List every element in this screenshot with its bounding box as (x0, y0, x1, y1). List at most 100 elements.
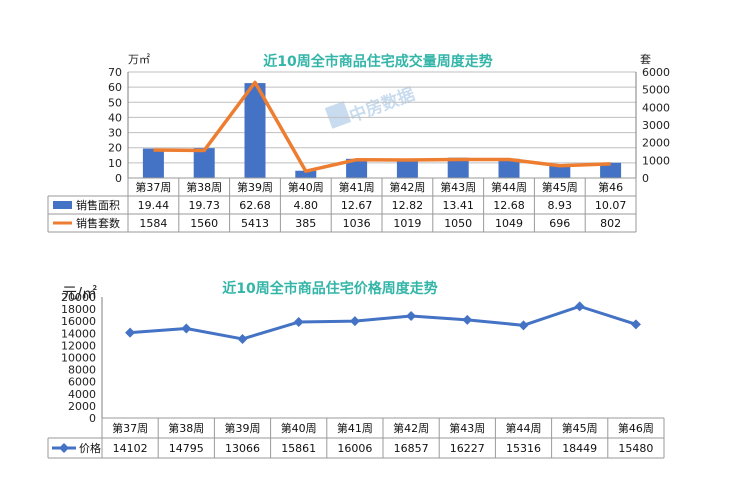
category-label: 第38周 (168, 421, 204, 435)
price-point (125, 327, 136, 338)
table-value: 12.67 (341, 199, 373, 212)
category-label: 第42周 (389, 180, 425, 194)
price-tick-label: 0 (89, 412, 96, 425)
watermark-logo-icon (324, 101, 352, 129)
category-label: 第37周 (135, 180, 171, 194)
table-value: 12.82 (392, 199, 424, 212)
left-tick-label: 70 (108, 66, 122, 79)
price-point (630, 319, 641, 330)
price-tick-label: 10000 (61, 352, 96, 365)
watermark: 中房数据 (324, 84, 418, 129)
category-label: 第46 (598, 180, 623, 194)
price-tick-label: 20000 (61, 291, 96, 304)
table-value: 12.68 (493, 199, 525, 212)
table-value: 1560 (190, 217, 218, 230)
price-tick-label: 16000 (61, 315, 96, 328)
price-chart-title: 近10周全市商品住宅价格周度走势 (222, 280, 437, 297)
volume-left-axis-unit: 万㎡ (128, 53, 150, 66)
price-point (237, 333, 248, 344)
price-tick-label: 14000 (61, 327, 96, 340)
area-bar (193, 148, 215, 178)
area-bar (244, 83, 266, 178)
price-legend-marker (59, 443, 69, 453)
price-point (574, 301, 585, 312)
table-value: 1019 (393, 217, 421, 230)
right-tick-label: 5000 (642, 84, 670, 97)
category-label: 第39周 (225, 421, 261, 435)
table-value: 18449 (562, 442, 597, 455)
right-tick-label: 0 (642, 172, 649, 185)
right-tick-label: 2000 (642, 137, 670, 150)
table-value: 62.68 (239, 199, 271, 212)
price-line (129, 304, 637, 341)
category-label: 第46周 (618, 421, 654, 435)
table-value: 16227 (450, 442, 485, 455)
category-label: 第38周 (186, 180, 222, 194)
price-point (293, 317, 304, 328)
area-bar (295, 170, 317, 178)
price-chart: 近10周全市商品住宅价格周度走势 元/㎡ 0200040006000800010… (47, 280, 665, 459)
table-value: 15861 (281, 442, 316, 455)
area-bar (549, 164, 571, 178)
table-value: 1036 (343, 217, 371, 230)
price-tick-label: 18000 (61, 303, 96, 316)
area-bar (498, 158, 520, 178)
table-value: 802 (600, 217, 621, 230)
category-label: 第41周 (337, 421, 373, 435)
price-axis-unit: 元/㎡ (62, 284, 97, 302)
price-legend-label: 价格 (79, 441, 101, 455)
right-tick-label: 3000 (642, 119, 670, 132)
left-tick-label: 20 (108, 142, 122, 155)
right-tick-label: 1000 (642, 154, 670, 167)
table-value: 13066 (225, 442, 260, 455)
category-label: 第40周 (281, 421, 317, 435)
table-value: 5413 (241, 217, 269, 230)
price-point (518, 320, 529, 331)
table-value: 16857 (394, 442, 429, 455)
table-value: 15480 (618, 442, 653, 455)
table-value: 13.41 (442, 199, 474, 212)
area-bar (346, 158, 368, 178)
category-label: 第45周 (542, 180, 578, 194)
volume-right-axis-unit: 套 (640, 53, 651, 66)
table-value: 385 (295, 217, 316, 230)
category-label: 第39周 (237, 180, 273, 194)
table-value: 10.07 (595, 199, 627, 212)
table-value: 14795 (169, 442, 204, 455)
price-point (406, 311, 417, 322)
table-value: 4.80 (294, 199, 319, 212)
watermark-text: 中房数据 (347, 84, 418, 127)
table-value: 15316 (506, 442, 541, 455)
price-tick-label: 4000 (68, 388, 96, 401)
left-tick-label: 10 (108, 157, 122, 170)
area-bar (142, 148, 164, 178)
area-legend-label: 销售面积 (76, 198, 120, 212)
price-point (462, 314, 473, 325)
category-label: 第37周 (112, 421, 148, 435)
category-label: 第45周 (562, 421, 598, 435)
right-tick-label: 6000 (642, 66, 670, 79)
table-value: 1049 (495, 217, 523, 230)
price-tick-label: 6000 (68, 376, 96, 389)
table-value: 696 (549, 217, 570, 230)
left-tick-label: 40 (108, 111, 122, 124)
price-point (349, 316, 360, 327)
units-legend-label: 销售套数 (76, 216, 120, 230)
table-value: 1584 (139, 217, 167, 230)
table-value: 1050 (444, 217, 472, 230)
units-sold-line (153, 80, 611, 173)
area-bar (600, 162, 622, 178)
category-label: 第41周 (339, 180, 375, 194)
table-value: 14102 (113, 442, 148, 455)
table-value: 19.73 (188, 199, 220, 212)
price-tick-label: 8000 (68, 364, 96, 377)
category-label: 第43周 (440, 180, 476, 194)
left-tick-label: 0 (115, 172, 122, 185)
volume-chart: 近10周全市商品住宅成交量周度走势 万㎡ 套 0 10 20 30 40 50 60 70 0… (47, 53, 670, 233)
area-bar (447, 157, 469, 178)
table-value: 16006 (337, 442, 372, 455)
category-label: 第44周 (506, 421, 542, 435)
area-bar (396, 158, 418, 178)
category-label: 第40周 (288, 180, 324, 194)
